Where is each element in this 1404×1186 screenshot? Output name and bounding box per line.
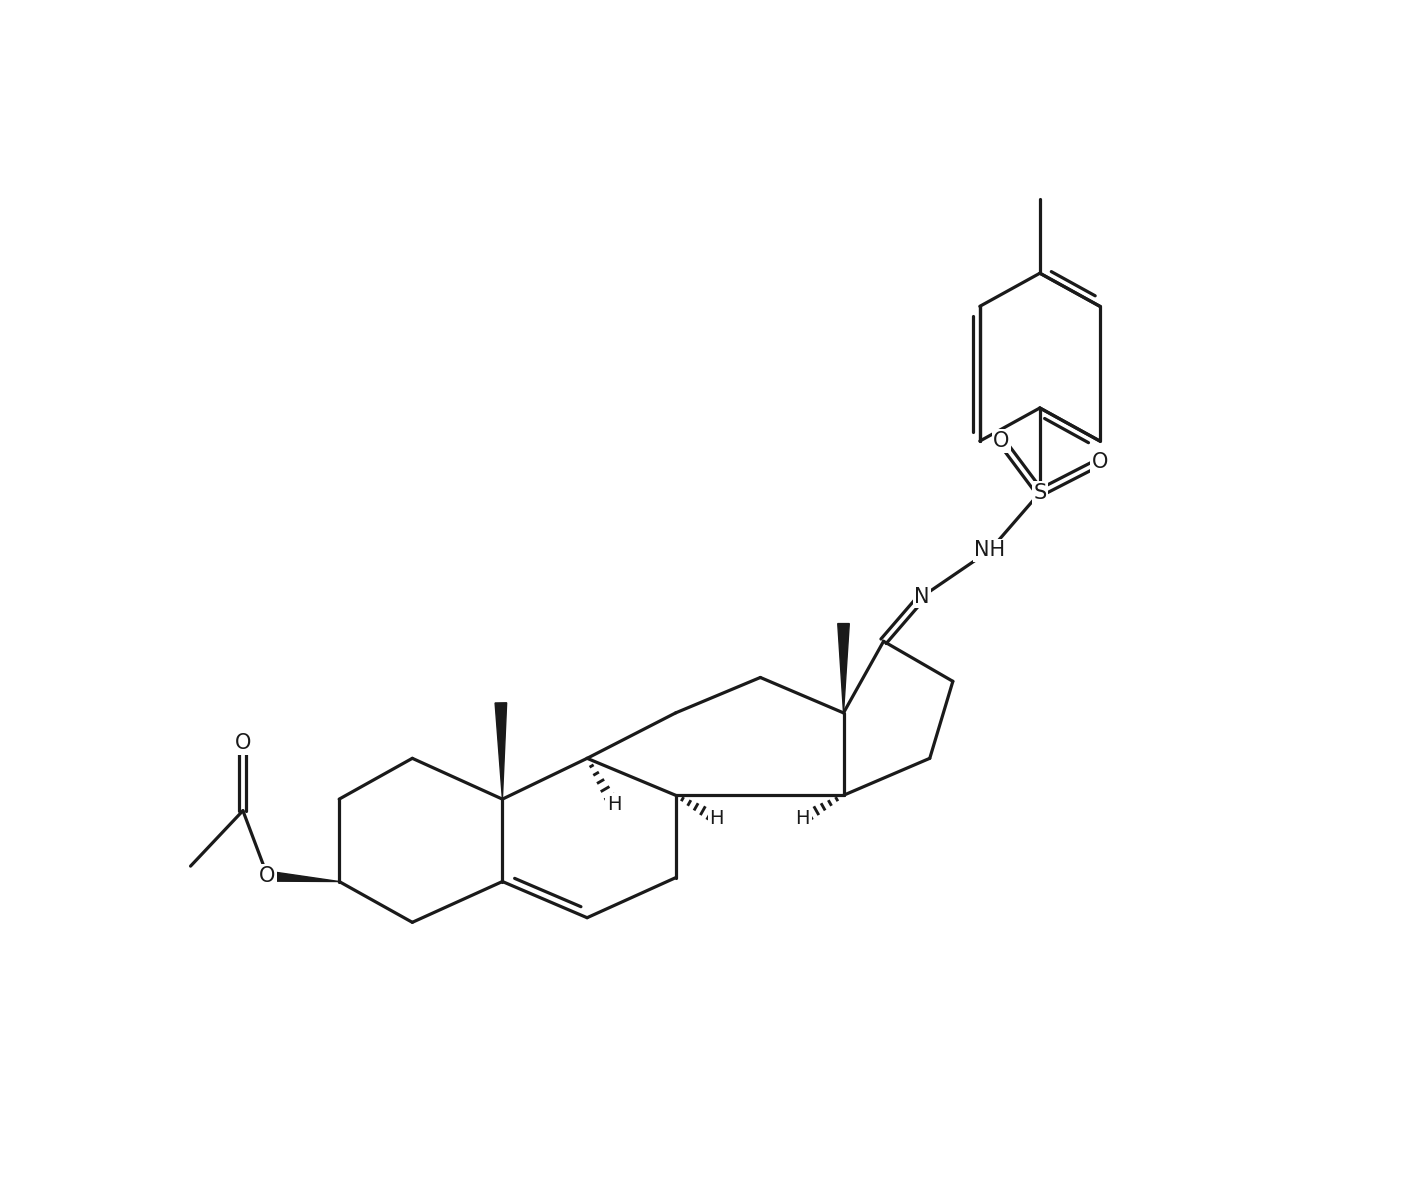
Text: H: H — [796, 809, 810, 828]
Text: N: N — [914, 587, 929, 606]
Text: O: O — [234, 733, 251, 753]
Text: S: S — [1033, 483, 1046, 503]
Polygon shape — [496, 703, 507, 799]
Text: O: O — [260, 866, 275, 886]
Polygon shape — [838, 624, 849, 713]
Text: O: O — [1092, 452, 1108, 472]
Text: O: O — [993, 431, 1009, 451]
Text: H: H — [607, 795, 622, 814]
Polygon shape — [267, 872, 340, 881]
Text: H: H — [709, 809, 723, 828]
Text: NH: NH — [974, 541, 1005, 561]
